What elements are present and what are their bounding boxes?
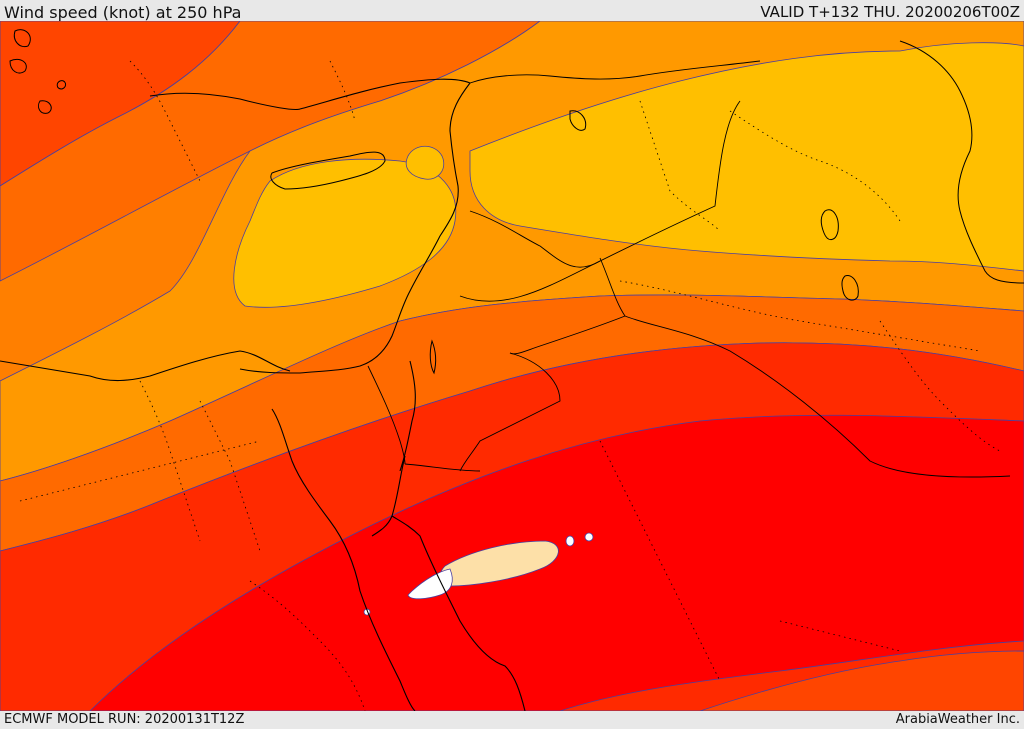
persian-gulf-coast — [899, 40, 1024, 284]
dead-sea — [429, 339, 437, 375]
dotted-borders — [19, 60, 1001, 711]
red-sea-west-coast — [271, 408, 416, 711]
header-bar: Wind speed (knot) at 250 hPa VALID T+132… — [0, 0, 1024, 22]
red-sea-east-coast — [371, 455, 526, 711]
wind-band-yellow-blob — [405, 145, 445, 180]
border-sinai — [367, 365, 406, 465]
border-saudi-iraq-kuwait — [599, 257, 1011, 478]
border-egypt-sudan — [404, 463, 481, 472]
border-egypt-libya — [459, 352, 561, 472]
iraq-lake — [569, 110, 587, 131]
border-jordan-iraq — [509, 315, 626, 355]
weather-map — [0, 21, 1024, 711]
qatar-peninsula — [820, 209, 839, 240]
valid-time-label: VALID T+132 THU. 20200206T00Z — [760, 3, 1020, 21]
wind-speed-map-svg — [0, 21, 1024, 711]
jet-max-white — [407, 568, 453, 600]
egypt-coastline — [0, 350, 291, 382]
cyprus-coastline — [270, 151, 386, 190]
jet-max-white-dot-1 — [565, 535, 575, 547]
wind-band-yellow-east — [469, 42, 1024, 272]
turkey-coastline — [149, 92, 301, 110]
map-title: Wind speed (knot) at 250 hPa — [4, 3, 242, 22]
wind-band-southeast-orange — [699, 650, 1024, 711]
wind-band-yellow-west — [233, 158, 457, 308]
aegean-islands — [9, 29, 67, 114]
jet-max-white-dot-2 — [584, 532, 594, 542]
model-run-label: ECMWF MODEL RUN: 20200131T12Z — [4, 712, 245, 727]
footer-bar: ECMWF MODEL RUN: 20200131T12Z ArabiaWeat… — [0, 711, 1024, 729]
border-syria-iraq — [469, 60, 761, 268]
wind-band-red-core — [89, 414, 1024, 711]
levant-coastline — [239, 78, 471, 374]
credit-label: ArabiaWeather Inc. — [895, 712, 1020, 727]
bahrain-island — [841, 274, 859, 301]
border-saudi-jordan — [459, 100, 741, 302]
